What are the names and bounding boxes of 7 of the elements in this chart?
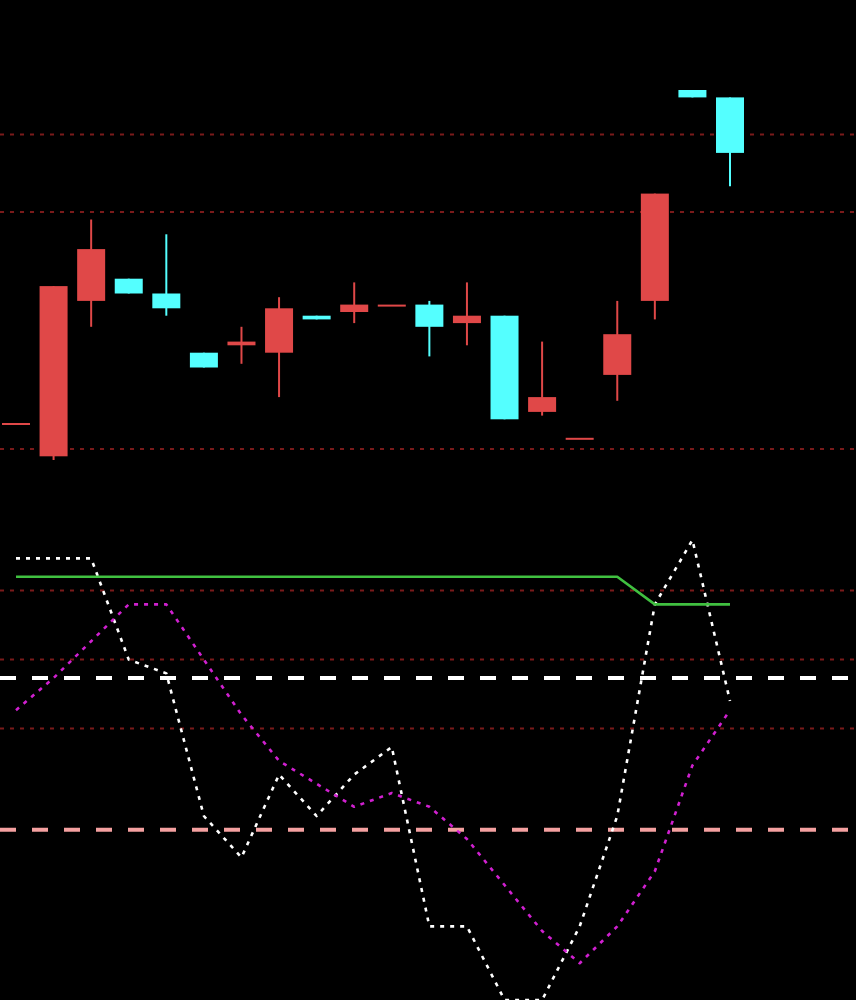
candlestick — [415, 299, 444, 358]
candlestick — [452, 281, 481, 347]
candlestick — [265, 296, 294, 399]
candlestick — [152, 233, 181, 317]
candlestick — [340, 281, 369, 325]
candlestick — [603, 299, 632, 402]
candlestick — [528, 340, 557, 417]
